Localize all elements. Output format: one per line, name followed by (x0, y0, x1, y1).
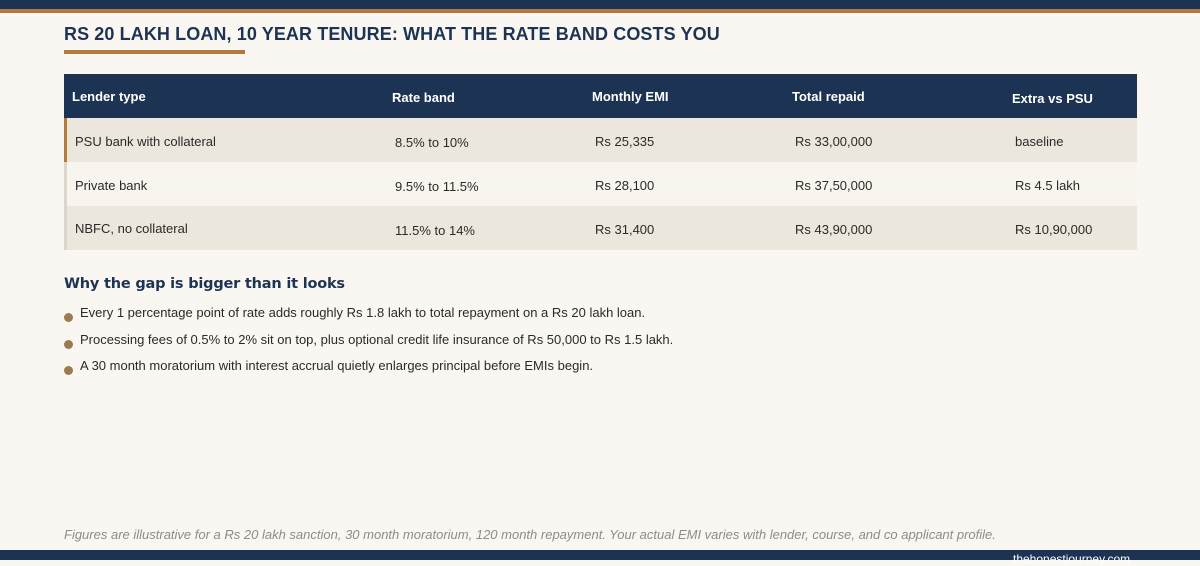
header-total-repaid: Total repaid (792, 89, 865, 104)
cell-total-repaid: Rs 37,50,000 (795, 178, 873, 193)
bullet-text: A 30 month moratorium with interest accr… (80, 358, 594, 373)
top-accent-stripe (0, 9, 1200, 13)
cell-lender-type: PSU bank with collateral (75, 134, 216, 149)
cell-extra-vs-psu: baseline (1015, 134, 1064, 149)
table-row: PSU bank with collateral 8.5% to 10% Rs … (64, 118, 1137, 162)
section-heading: Why the gap is bigger than it looks (64, 276, 345, 292)
table-row: Private bank 9.5% to 11.5% Rs 28,100 Rs … (64, 162, 1137, 206)
row-marker (64, 206, 67, 250)
bullet-dot-icon (64, 313, 73, 322)
bullet-dot-icon (64, 366, 73, 375)
bullet-dot-icon (64, 339, 73, 349)
header-lender-type: Lender type (72, 89, 146, 104)
bottom-navy-bar (0, 550, 1200, 560)
cell-rate-band: 11.5% to 14% (395, 223, 475, 238)
cell-monthly-emi: Rs 28,100 (595, 178, 655, 193)
page-title: RS 20 LAKH LOAN, 10 YEAR TENURE: WHAT TH… (64, 24, 720, 44)
cell-lender-type: Private bank (75, 178, 148, 193)
header-monthly-emi: Monthly EMI (592, 89, 669, 104)
cell-rate-band: 9.5% to 11.5% (395, 179, 479, 194)
cell-monthly-emi: Rs 25,335 (595, 134, 655, 149)
title-underline (64, 50, 245, 54)
cell-extra-vs-psu: Rs 10,90,000 (1015, 222, 1093, 237)
cell-rate-band: 8.5% to 10% (395, 135, 469, 150)
footnote: Figures are illustrative for a Rs 20 lak… (64, 527, 996, 542)
header-extra-vs-psu: Extra vs PSU (1012, 91, 1093, 106)
cell-total-repaid: Rs 33,00,000 (795, 134, 873, 149)
cell-total-repaid: Rs 43,90,000 (795, 222, 873, 237)
cell-extra-vs-psu: Rs 4.5 lakh (1015, 178, 1081, 193)
rate-band-table: Lender type Rate band Monthly EMI Total … (64, 74, 1137, 250)
table-row: NBFC, no collateral 11.5% to 14% Rs 31,4… (64, 206, 1137, 250)
row-highlight-marker (64, 118, 67, 162)
cell-lender-type: NBFC, no collateral (75, 221, 188, 236)
top-navy-bar (0, 0, 1200, 9)
table-header-row: Lender type Rate band Monthly EMI Total … (64, 74, 1137, 118)
cell-monthly-emi: Rs 31,400 (595, 222, 655, 237)
header-rate-band: Rate band (392, 90, 455, 105)
row-marker (64, 162, 67, 206)
bullet-text: Every 1 percentage point of rate adds ro… (80, 305, 646, 320)
bullet-text: Processing fees of 0.5% to 2% sit on top… (80, 331, 674, 347)
site-credit: thehonestjourney.com (1013, 552, 1131, 566)
